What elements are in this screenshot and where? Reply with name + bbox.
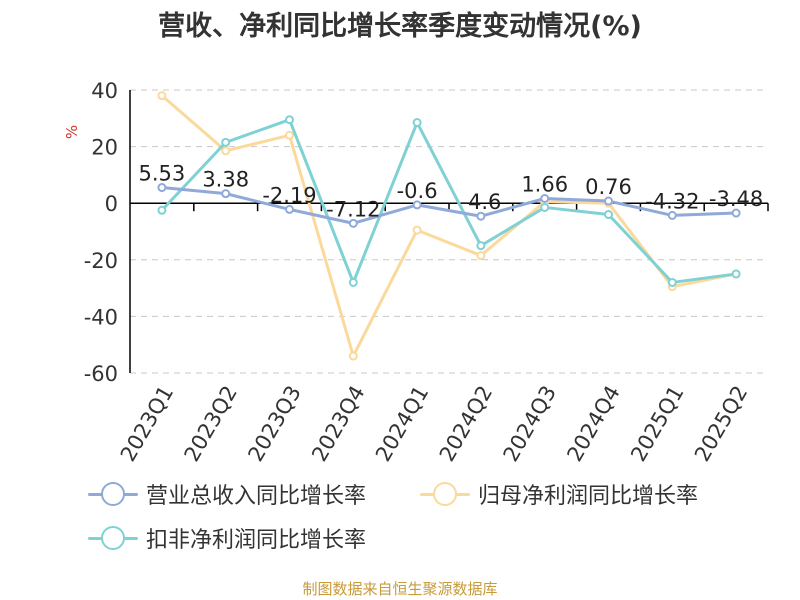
x-tick-label: 2023Q1 [116,382,178,466]
data-point[interactable] [667,210,677,220]
data-point[interactable] [285,204,294,214]
y-axis-unit-label: % [63,125,81,139]
series-line [160,118,737,284]
series-line [161,186,737,225]
y-tick-label: -40 [84,305,118,329]
legend-label-revenue: 营业总收入同比增长率 [146,484,367,509]
data-point[interactable] [221,137,231,147]
legend-item-revenue[interactable]: 营业总收入同比增长率 [88,474,366,514]
data-point[interactable] [476,211,486,221]
data-labels: 5.53 3.38 -2.19 -7.12 -0.6 -4.6 1.66 0.76 -4.32-… [139,162,764,222]
data-label: -7.12 [326,197,380,221]
legend-item-deducted-profit[interactable]: 扣非净利润同比增长率 [88,518,366,558]
series-lines [157,91,741,361]
data-point[interactable] [348,351,358,361]
data-point[interactable] [157,205,167,215]
y-tick-label: -60 [84,362,118,386]
legend-marker-revenue [88,474,138,514]
y-tick-label: 40 [91,79,118,103]
data-point[interactable] [348,277,358,287]
legend-item-net-profit[interactable]: 归母净利润同比增长率 [420,474,698,514]
data-label: 1.66 [521,173,568,197]
data-point[interactable] [667,277,677,287]
source-note: 制图数据来自恒生聚源数据库 [302,580,498,598]
data-point[interactable] [604,210,613,220]
x-tick-label: 2025Q1 [626,382,688,466]
data-point[interactable] [285,115,294,125]
legend-label-net-profit: 归母净利润同比增长率 [478,484,699,509]
data-point[interactable] [157,91,167,101]
legend-marker-deducted-profit [88,518,138,558]
chart-title: 营收、净利同比增长率季度变动情况(%) [158,11,642,42]
data-point[interactable] [157,183,167,193]
data-point[interactable] [221,146,231,156]
x-tick-label: 2024Q1 [371,381,433,465]
x-tick-label: 2023Q3 [243,382,305,466]
x-tick-label: 2023Q2 [180,382,242,466]
y-tick-label: -20 [84,249,118,273]
data-label: 3.38 [202,168,249,192]
data-label: -3.48 [709,187,763,211]
data-point[interactable] [412,118,422,128]
data-label: 5.53 [139,162,186,186]
data-point[interactable] [604,196,613,206]
data-point[interactable] [221,189,231,199]
data-label: -2.19 [262,183,316,207]
data-point[interactable] [285,130,294,140]
data-label: -4.32 [645,189,699,213]
data-point[interactable] [348,218,358,228]
x-tick-label: 2025Q2 [690,382,752,466]
x-tick-label: 2024Q4 [562,382,624,466]
data-point[interactable] [412,200,422,210]
grid-lines [130,89,768,374]
data-point[interactable] [731,269,741,279]
data-point[interactable] [412,225,422,235]
data-point[interactable] [540,202,550,212]
x-tick-label: 2024Q2 [435,382,497,466]
data-point[interactable] [476,251,486,261]
data-label: 0.76 [585,175,632,199]
x-tick-label: 2024Q3 [499,382,561,466]
data-label: -4.6 [460,190,501,214]
legend-label-deducted-profit: 扣非净利润同比增长率 [146,528,367,553]
series-line [160,94,737,358]
legend-marker-net-profit [420,474,470,514]
data-label: -0.6 [397,179,438,203]
y-tick-label: 20 [91,136,118,160]
x-tick-label: 2023Q4 [307,382,369,466]
data-point[interactable] [540,194,550,204]
y-tick-label: 0 [105,192,118,216]
data-point[interactable] [476,241,486,251]
data-point[interactable] [731,208,741,218]
